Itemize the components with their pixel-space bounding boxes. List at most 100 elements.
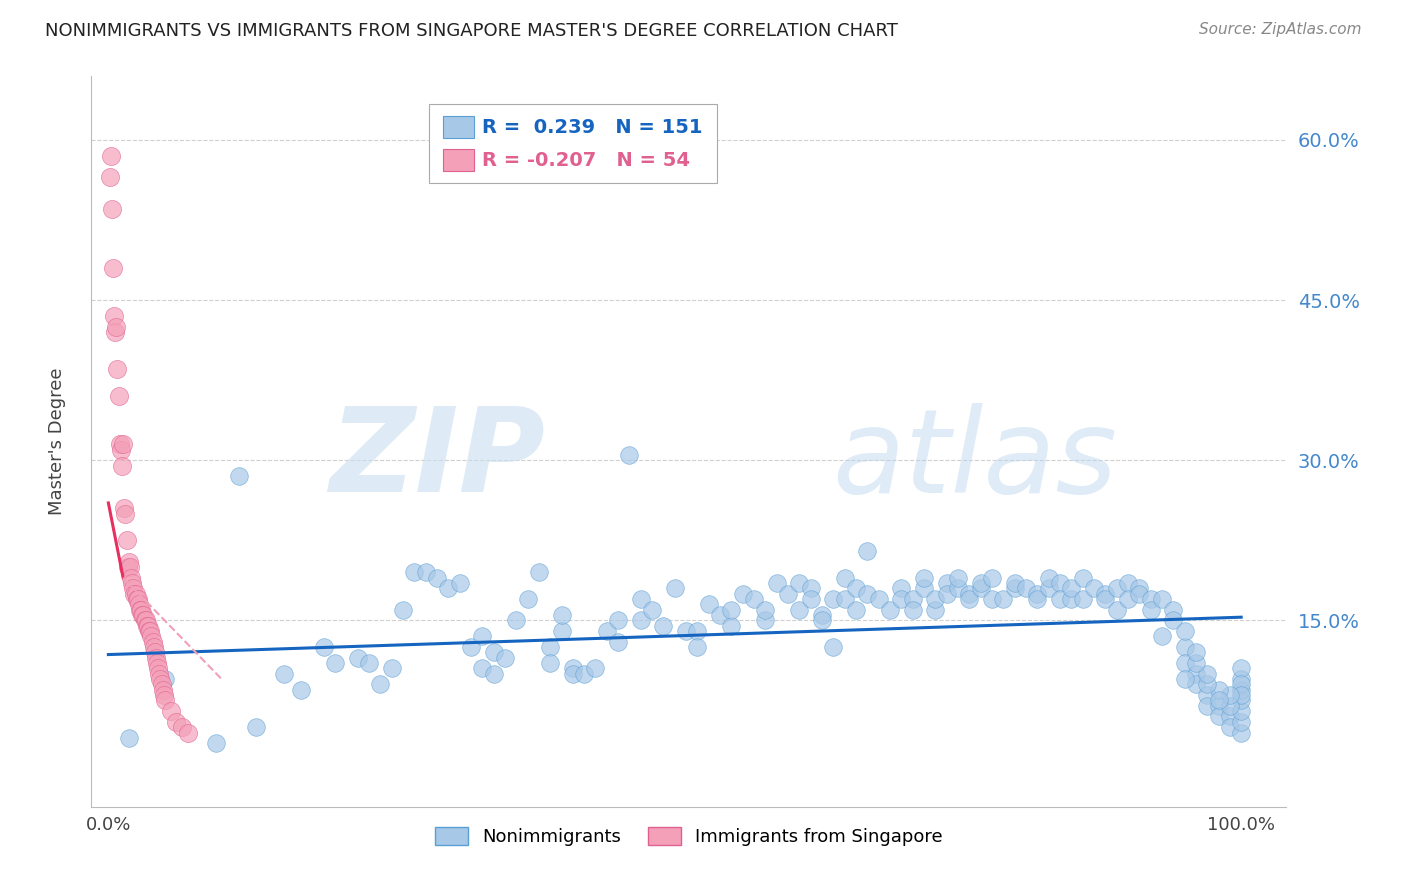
- Point: [176, 725, 198, 739]
- Point: [686, 640, 709, 654]
- Point: [1038, 582, 1060, 596]
- Point: [1116, 576, 1139, 591]
- Point: [273, 666, 295, 681]
- Point: [449, 576, 471, 591]
- Point: [1015, 582, 1038, 596]
- Point: [1004, 582, 1026, 596]
- Point: [1219, 688, 1241, 702]
- Point: [1230, 725, 1253, 739]
- Point: [125, 592, 148, 607]
- Point: [1173, 672, 1195, 686]
- Point: [1230, 672, 1253, 686]
- Point: [890, 592, 912, 607]
- Point: [641, 603, 664, 617]
- Point: [101, 202, 124, 217]
- Point: [1173, 640, 1195, 654]
- Text: Source: ZipAtlas.com: Source: ZipAtlas.com: [1198, 22, 1361, 37]
- Point: [901, 592, 924, 607]
- Point: [148, 661, 170, 675]
- Point: [152, 682, 174, 697]
- Point: [1083, 582, 1105, 596]
- Point: [1185, 666, 1208, 681]
- Point: [957, 592, 980, 607]
- Point: [742, 592, 765, 607]
- Point: [1071, 592, 1094, 607]
- Point: [148, 666, 170, 681]
- Point: [890, 582, 912, 596]
- Point: [981, 571, 1004, 585]
- Y-axis label: Master's Degree: Master's Degree: [48, 368, 66, 516]
- Point: [789, 576, 811, 591]
- Point: [993, 592, 1015, 607]
- Point: [686, 624, 709, 638]
- Text: R =  0.239   N = 151: R = 0.239 N = 151: [482, 118, 703, 137]
- Point: [630, 592, 652, 607]
- Point: [981, 592, 1004, 607]
- Point: [811, 614, 834, 628]
- Point: [471, 661, 494, 675]
- Point: [103, 309, 125, 323]
- Point: [132, 608, 155, 623]
- Point: [482, 666, 505, 681]
- Point: [346, 650, 368, 665]
- Point: [516, 592, 538, 607]
- Point: [1128, 582, 1150, 596]
- Point: [1060, 592, 1083, 607]
- Point: [494, 650, 516, 665]
- Point: [823, 592, 845, 607]
- Point: [856, 587, 879, 601]
- Point: [135, 618, 157, 632]
- Point: [935, 576, 957, 591]
- Point: [1230, 704, 1253, 718]
- Point: [754, 614, 776, 628]
- Point: [142, 634, 165, 648]
- Point: [105, 319, 128, 334]
- Point: [1049, 592, 1071, 607]
- Point: [1230, 693, 1253, 707]
- Point: [538, 656, 561, 670]
- Point: [110, 442, 132, 457]
- Point: [845, 603, 868, 617]
- Point: [1208, 709, 1230, 723]
- Point: [146, 656, 169, 670]
- Point: [118, 560, 141, 574]
- Point: [1094, 587, 1116, 601]
- Point: [138, 624, 160, 638]
- Point: [143, 645, 166, 659]
- Point: [1197, 666, 1219, 681]
- Point: [754, 603, 776, 617]
- Point: [1230, 714, 1253, 729]
- Point: [731, 587, 754, 601]
- Point: [924, 592, 946, 607]
- Point: [460, 640, 482, 654]
- Point: [101, 260, 124, 275]
- Point: [159, 704, 181, 718]
- Point: [765, 576, 787, 591]
- Legend: Nonimmigrants, Immigrants from Singapore: Nonimmigrants, Immigrants from Singapore: [427, 819, 950, 853]
- Point: [1185, 677, 1208, 691]
- Point: [572, 666, 595, 681]
- Point: [709, 608, 731, 623]
- Point: [1173, 624, 1195, 638]
- Point: [129, 603, 152, 617]
- Point: [823, 640, 845, 654]
- Point: [1049, 576, 1071, 591]
- Point: [134, 614, 156, 628]
- Point: [112, 501, 135, 516]
- Point: [1219, 720, 1241, 734]
- Point: [946, 571, 969, 585]
- Point: [527, 566, 550, 580]
- Point: [935, 587, 957, 601]
- Point: [153, 672, 176, 686]
- Point: [112, 437, 135, 451]
- Point: [1105, 582, 1128, 596]
- Point: [800, 592, 823, 607]
- Point: [104, 325, 127, 339]
- Point: [1208, 682, 1230, 697]
- Point: [1105, 603, 1128, 617]
- Point: [776, 587, 799, 601]
- Point: [1139, 603, 1161, 617]
- Point: [834, 592, 856, 607]
- Point: [150, 677, 173, 691]
- Point: [1185, 645, 1208, 659]
